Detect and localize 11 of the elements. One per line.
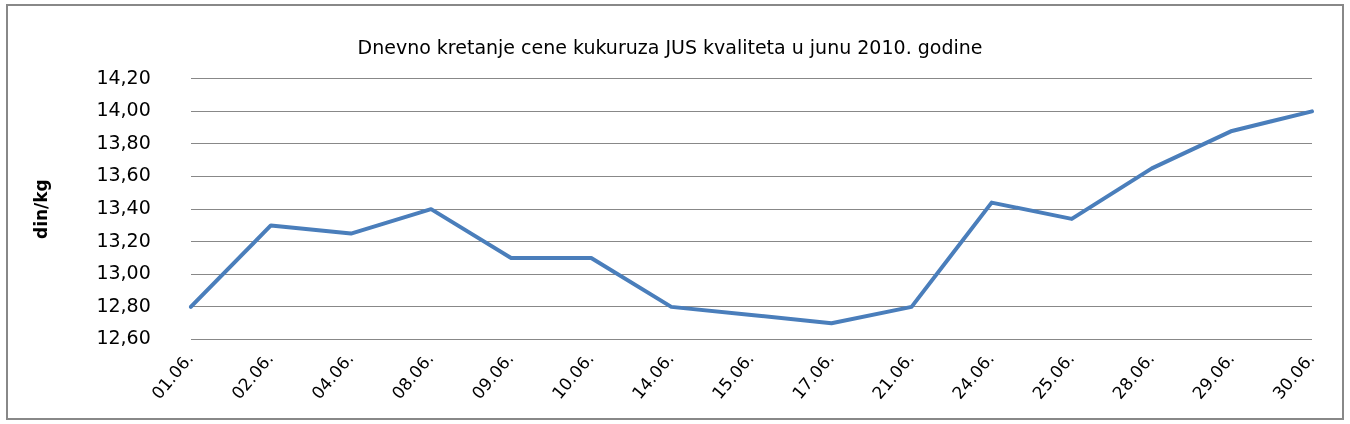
- y-axis-title: din/kg: [30, 179, 51, 240]
- y-tick-label: 13,20: [96, 228, 151, 251]
- chart-title: Dnevno kretanje cene kukuruza JUS kvaliteta u junu 2010. godine: [357, 36, 983, 59]
- y-tick-label: 13,40: [96, 196, 151, 219]
- y-tick-label: 14,00: [96, 98, 151, 121]
- y-tick-label: 12,80: [96, 293, 151, 316]
- y-tick-label: 12,60: [96, 326, 151, 349]
- y-tick-label: 13,00: [96, 261, 151, 284]
- y-tick-label: 13,80: [96, 130, 151, 153]
- y-tick-label: 13,60: [96, 163, 151, 186]
- y-tick-label: 14,20: [96, 65, 151, 88]
